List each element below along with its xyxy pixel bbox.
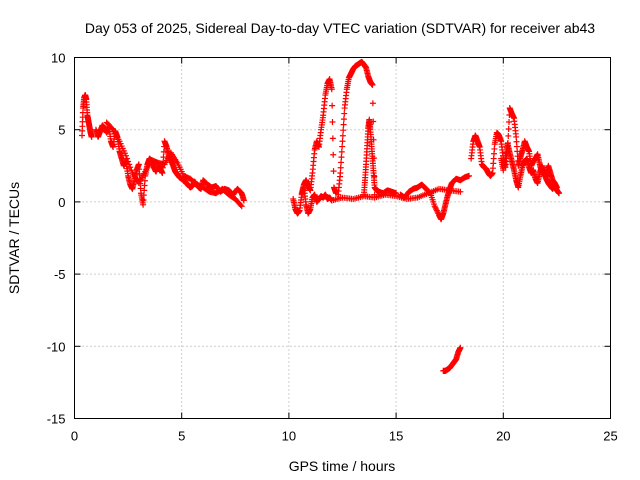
data-point [393, 190, 400, 197]
data-point [330, 168, 337, 175]
x-tick-label: 15 [389, 429, 403, 444]
data-point [340, 121, 347, 128]
y-axis-label: SDTVAR / TECUs [6, 182, 22, 294]
data-point [329, 135, 336, 142]
data-point [338, 159, 345, 166]
data-point [369, 100, 376, 107]
chart-title: Day 053 of 2025, Sidereal Day-to-day VTE… [85, 20, 595, 36]
data-point [127, 164, 134, 171]
series-arc-1 [79, 92, 95, 140]
plot-frame [74, 57, 611, 419]
data-point [341, 110, 348, 117]
y-tick-label: 5 [58, 123, 65, 138]
data-point [159, 170, 166, 177]
series-arc-2b [103, 119, 245, 210]
data-point [160, 154, 167, 161]
data-point [369, 81, 376, 88]
data-point [128, 167, 135, 174]
series-arc-10 [498, 141, 563, 197]
grid [74, 57, 611, 419]
data-point [329, 118, 336, 125]
axis-ticks: 0 5 10 15 20 25 -15 -10 -5 0 5 10 [47, 51, 618, 444]
data-point [339, 132, 346, 139]
data-point [240, 197, 247, 204]
x-tick-label: 0 [71, 429, 78, 444]
x-axis-label: GPS time / hours [289, 458, 396, 474]
series-arc-6 [360, 116, 400, 198]
y-tick-label: -5 [54, 267, 66, 282]
data-point [340, 127, 347, 134]
data-point [328, 86, 335, 93]
y-tick-label: -15 [47, 412, 66, 427]
x-tick-label: 20 [496, 429, 510, 444]
data-point [337, 164, 344, 171]
data-point [339, 138, 346, 145]
series-arc-8 [440, 344, 464, 374]
x-tick-label: 10 [282, 429, 296, 444]
data-point [125, 158, 132, 165]
data-point [237, 202, 244, 209]
data-point [457, 188, 464, 195]
data-point [340, 116, 347, 123]
y-tick-label: -10 [47, 339, 66, 354]
data-point [505, 132, 512, 139]
data-point [338, 154, 345, 161]
series-arc-9 [468, 105, 560, 191]
y-tick-label: 10 [51, 51, 65, 66]
data-point [329, 102, 336, 109]
data-point [122, 152, 129, 159]
data-point [338, 148, 345, 155]
x-tick-label: 5 [178, 429, 185, 444]
data-point [124, 155, 131, 162]
data-point [339, 143, 346, 150]
data-point [337, 170, 344, 177]
data-point [88, 133, 95, 140]
data-point [371, 191, 378, 198]
data-point [465, 172, 472, 179]
y-tick-label: 0 [58, 195, 65, 210]
data-point [556, 190, 563, 197]
data-point [126, 161, 133, 168]
data-point [457, 344, 464, 351]
data-point [505, 125, 512, 132]
series-arc-5 [335, 58, 378, 198]
x-tick-label: 25 [603, 429, 617, 444]
data-points [79, 58, 563, 374]
series-arc-4 [298, 76, 340, 197]
data-point [506, 118, 513, 125]
series-arc-7 [397, 172, 472, 223]
data-point [238, 203, 245, 210]
data-point [109, 125, 116, 132]
data-point [330, 151, 337, 158]
